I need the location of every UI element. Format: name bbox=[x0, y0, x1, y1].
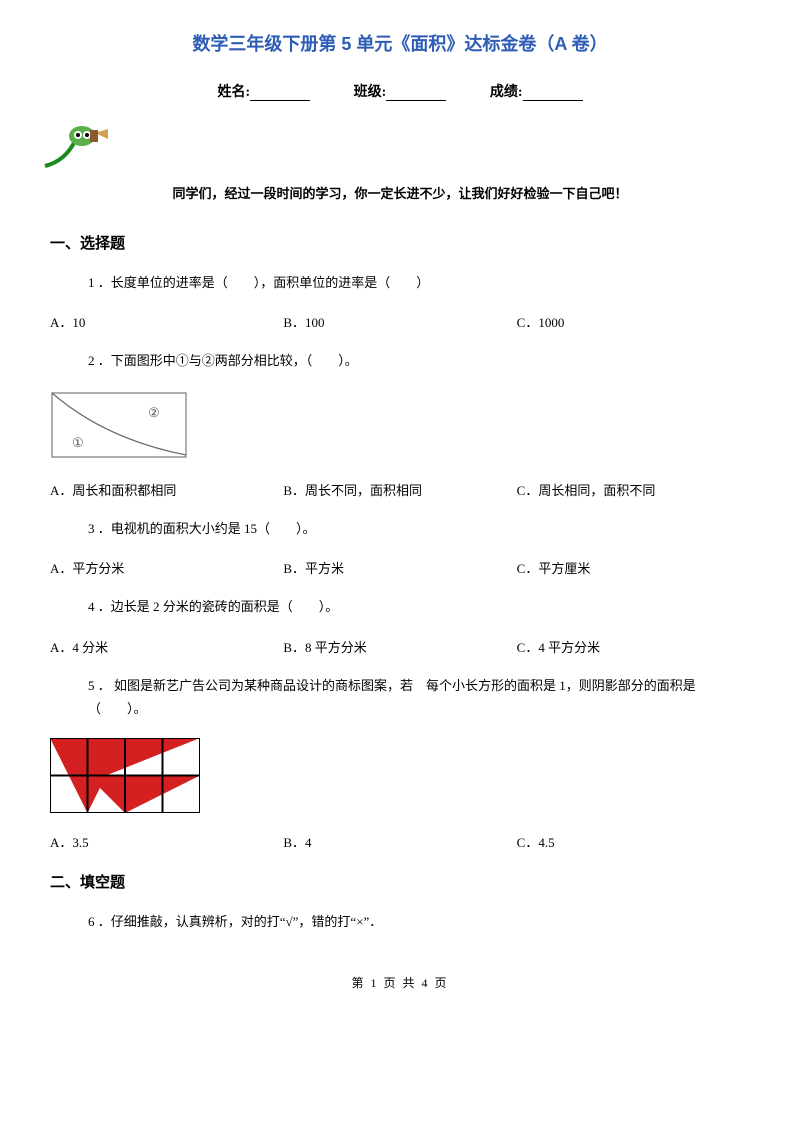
question-4-options: A．4 分米 B．8 平方分米 C．4 平方分米 bbox=[50, 637, 750, 656]
svg-text:①: ① bbox=[72, 435, 84, 450]
pencil-icon bbox=[40, 121, 750, 175]
q4-option-c: C．4 平方分米 bbox=[517, 637, 750, 656]
name-blank bbox=[250, 88, 310, 101]
question-4: 4 ．边长是 2 分米的瓷砖的面积是（ ）。 bbox=[88, 595, 750, 618]
q5-option-b: B．4 bbox=[283, 832, 516, 851]
page-footer: 第 1 页 共 4 页 bbox=[50, 974, 750, 991]
question-5-options: A．3.5 B．4 C．4.5 bbox=[50, 832, 750, 851]
question-2-options: A．周长和面积都相同 B．周长不同，面积相同 C．周长相同，面积不同 bbox=[50, 480, 750, 499]
student-info-line: 姓名: 班级: 成绩: bbox=[50, 81, 750, 101]
class-label: 班级: bbox=[354, 85, 387, 100]
exam-title: 数学三年级下册第 5 单元《面积》达标金卷（A 卷） bbox=[50, 30, 750, 56]
intro-text: 同学们，经过一段时间的学习，你一定长进不少，让我们好好检验一下自己吧！ bbox=[50, 183, 750, 202]
question-5-figure bbox=[50, 738, 750, 817]
q1-option-a: A．10 bbox=[50, 312, 283, 331]
q5-option-a: A．3.5 bbox=[50, 832, 283, 851]
section-1-head: 一、选择题 bbox=[50, 232, 750, 253]
question-3: 3 ．电视机的面积大小约是 15（ ）。 bbox=[88, 517, 750, 540]
question-1: 1 ．长度单位的进率是（ ），面积单位的进率是（ ） bbox=[88, 271, 750, 294]
score-label: 成绩: bbox=[490, 85, 523, 100]
question-2: 2 ．下面图形中①与②两部分相比较，（ ）。 bbox=[88, 349, 750, 372]
q1-option-b: B．100 bbox=[283, 312, 516, 331]
score-blank bbox=[523, 88, 583, 101]
question-6: 6 ．仔细推敲，认真辨析，对的打“√”，错的打“×”． bbox=[88, 910, 750, 933]
section-2-head: 二、填空题 bbox=[50, 871, 750, 892]
q1-option-c: C．1000 bbox=[517, 312, 750, 331]
question-3-options: A．平方分米 B．平方米 C．平方厘米 bbox=[50, 558, 750, 577]
q2-option-a: A．周长和面积都相同 bbox=[50, 480, 283, 499]
q2-option-c: C．周长相同，面积不同 bbox=[517, 480, 750, 499]
question-2-figure: ① ② bbox=[50, 391, 750, 465]
question-1-options: A．10 B．100 C．1000 bbox=[50, 312, 750, 331]
name-label: 姓名: bbox=[217, 85, 250, 100]
q2-option-b: B．周长不同，面积相同 bbox=[283, 480, 516, 499]
q4-option-a: A．4 分米 bbox=[50, 637, 283, 656]
question-5: 5 ． 如图是新艺广告公司为某种商品设计的商标图案，若 每个小长方形的面积是 1… bbox=[88, 674, 750, 721]
class-blank bbox=[386, 88, 446, 101]
q3-option-b: B．平方米 bbox=[283, 558, 516, 577]
q3-option-c: C．平方厘米 bbox=[517, 558, 750, 577]
q3-option-a: A．平方分米 bbox=[50, 558, 283, 577]
q4-option-b: B．8 平方分米 bbox=[283, 637, 516, 656]
q5-option-c: C．4.5 bbox=[517, 832, 750, 851]
page: 数学三年级下册第 5 单元《面积》达标金卷（A 卷） 姓名: 班级: 成绩: 同… bbox=[0, 0, 800, 1011]
svg-text:②: ② bbox=[148, 405, 160, 420]
